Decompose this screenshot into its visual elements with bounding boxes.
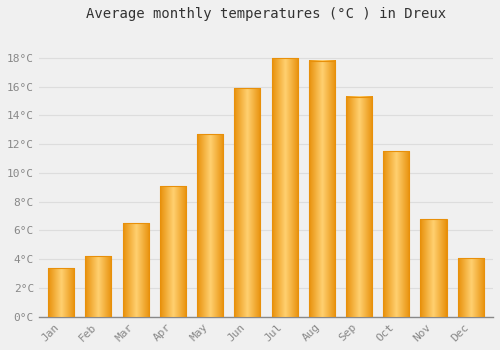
Bar xyxy=(86,257,112,317)
Bar xyxy=(458,258,483,317)
Bar xyxy=(420,219,446,317)
Bar xyxy=(272,58,297,317)
Bar xyxy=(197,134,223,317)
Bar xyxy=(346,97,372,317)
Bar xyxy=(383,151,409,317)
Title: Average monthly temperatures (°C ) in Dreux: Average monthly temperatures (°C ) in Dr… xyxy=(86,7,446,21)
Bar xyxy=(308,61,335,317)
Bar xyxy=(122,223,148,317)
Bar xyxy=(48,268,74,317)
Bar xyxy=(160,186,186,317)
Bar xyxy=(234,88,260,317)
